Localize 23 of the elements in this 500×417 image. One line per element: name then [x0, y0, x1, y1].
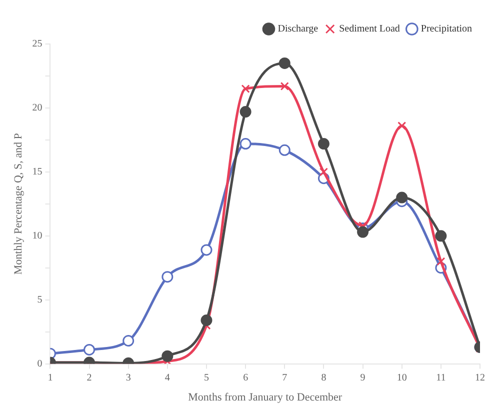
y-tick-label: 5	[37, 294, 42, 306]
y-tick-label: 25	[32, 38, 42, 50]
x-axis-title: Months from January to December	[188, 391, 342, 404]
x-tick-label: 11	[436, 372, 446, 384]
x-tick-label: 12	[475, 372, 485, 384]
x-tick-label: 4	[164, 372, 170, 384]
x-tick-label: 2	[86, 372, 92, 384]
y-tick-label: 10	[32, 230, 42, 242]
y-tick-label: 20	[32, 102, 42, 114]
x-tick-label: 5	[204, 372, 209, 384]
x-tick-label: 6	[243, 372, 248, 384]
x-tick-label: 9	[360, 372, 366, 384]
x-tick-label: 7	[282, 372, 288, 384]
legend-label: Discharge	[278, 24, 319, 35]
legend-label: Sediment Load	[339, 24, 400, 35]
x-tick-label: 8	[321, 372, 326, 384]
y-tick-label: 0	[37, 358, 42, 370]
x-tick-label: 10	[396, 372, 407, 384]
x-tick-label: 3	[126, 372, 131, 384]
y-tick-label: 15	[32, 166, 42, 178]
y-axis-title: Monthly Percentage Q, S, and P	[12, 133, 24, 275]
x-tick-label: 1	[48, 372, 53, 384]
legend-label: Precipitation	[420, 24, 472, 35]
